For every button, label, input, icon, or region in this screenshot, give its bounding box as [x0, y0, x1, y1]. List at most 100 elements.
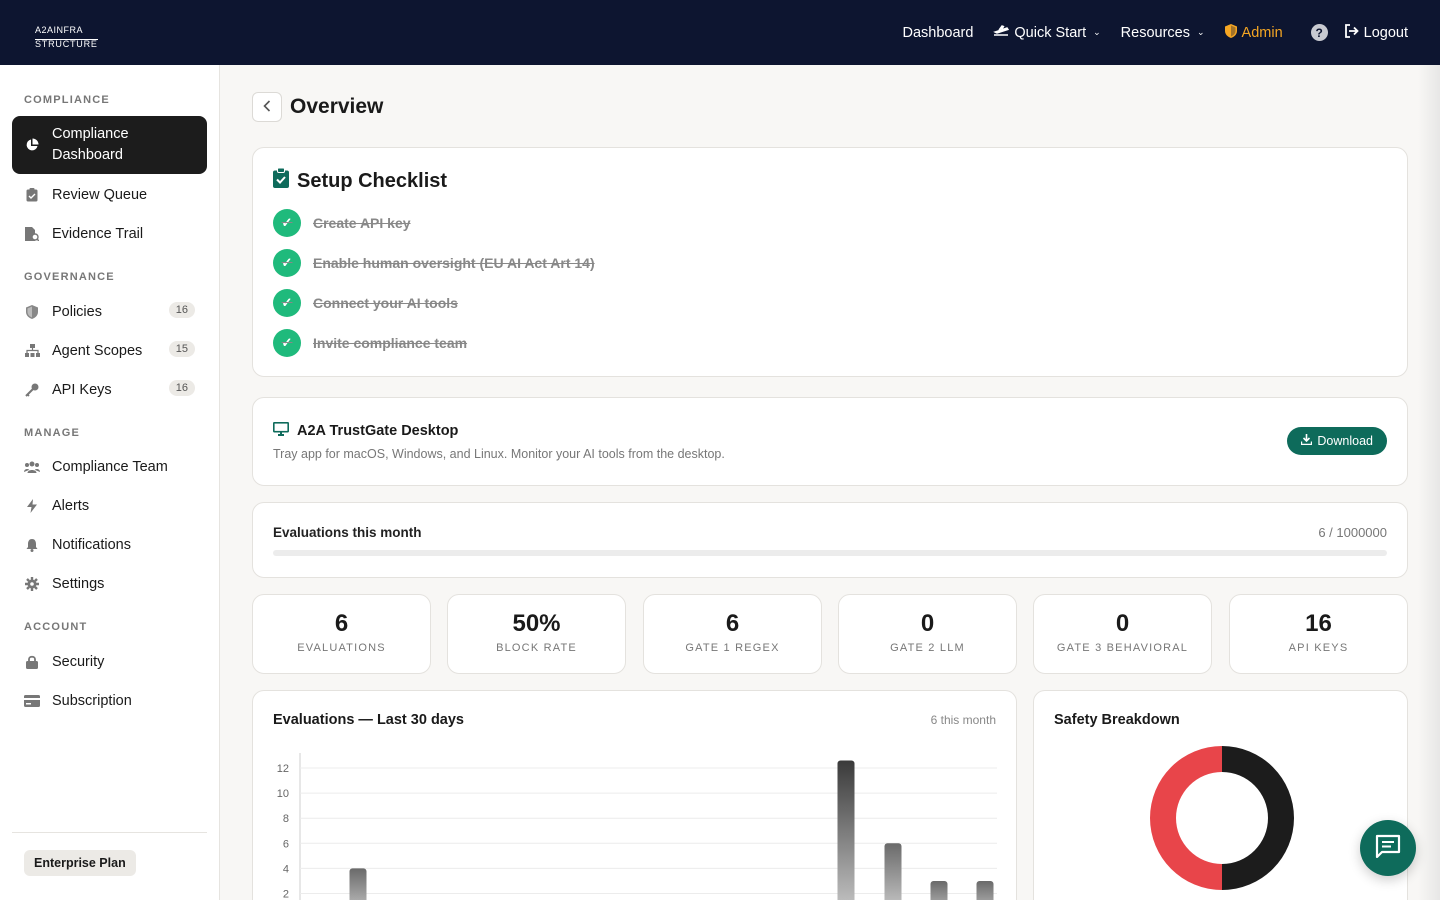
bar[interactable] — [349, 868, 367, 900]
plan-badge: Enterprise Plan — [24, 850, 136, 876]
stat-label: GATE 3 BEHAVIORAL — [1056, 642, 1189, 654]
bar[interactable] — [930, 880, 948, 900]
sidebar-item-label: Compliance Team — [52, 458, 168, 475]
usage-card: Evaluations this month 6 / 1000000 — [252, 502, 1408, 578]
stat-card-evaluations: 6 EVALUATIONS — [252, 594, 431, 674]
donut-slice[interactable] — [1222, 746, 1294, 890]
top-navbar: A2AINFRA STRUCTURE Dashboard Quick Start… — [0, 0, 1440, 65]
evaluations-chart-card: Evaluations — Last 30 days 6 this month … — [252, 690, 1017, 900]
section-title-account: ACCOUNT — [24, 621, 88, 633]
sidebar-item-label: Compliance Dashboard — [52, 126, 129, 163]
desktop-app-subtitle: Tray app for macOS, Windows, and Linux. … — [273, 447, 725, 461]
y-tick-label: 12 — [277, 763, 289, 775]
checklist-title-text: Setup Checklist — [297, 169, 448, 192]
stat-value: 6 — [334, 610, 349, 637]
bell-icon — [24, 537, 40, 553]
stat-value: 16 — [1305, 610, 1332, 637]
sidebar-item-notifications[interactable]: Notifications — [12, 525, 207, 564]
sidebar-item-label: Evidence Trail — [52, 225, 144, 242]
sidebar-item-settings[interactable]: Settings — [12, 564, 207, 603]
sidebar-item-label: Agent Scopes — [52, 342, 143, 359]
section-title-manage: MANAGE — [24, 427, 81, 439]
bar[interactable] — [837, 760, 855, 900]
download-icon — [1301, 434, 1313, 448]
sidebar-item-alerts[interactable]: Alerts — [12, 486, 207, 525]
key-icon — [24, 382, 40, 398]
chart-title: Evaluations — Last 30 days — [273, 712, 464, 728]
checklist-item: ✓ Enable human oversight (EU AI Act Art … — [273, 249, 595, 277]
stat-label: GATE 2 LLM — [890, 642, 965, 654]
sidebar-item-policies[interactable]: Policies 16 — [12, 292, 207, 331]
page-title: Overview — [290, 95, 384, 118]
stat-label: EVALUATIONS — [297, 642, 386, 654]
nav-logout-label: Logout — [1363, 24, 1408, 41]
brand-logo[interactable]: A2AINFRA STRUCTURE — [35, 21, 98, 51]
nav-resources[interactable]: Resources ⌄ — [1121, 25, 1205, 41]
checklist-item: ✓ Invite compliance team — [273, 329, 467, 357]
chat-button[interactable] — [1360, 820, 1416, 876]
sidebar-item-security[interactable]: Security — [12, 642, 207, 681]
usage-value: 6 / 1000000 — [1318, 525, 1387, 540]
file-search-icon — [24, 226, 40, 242]
stat-label: BLOCK RATE — [496, 642, 577, 654]
sidebar-item-label: Notifications — [52, 536, 131, 553]
chevron-down-icon: ⌄ — [1093, 27, 1101, 37]
checklist-item-label: Invite compliance team — [313, 335, 468, 351]
checklist-item: ✓ Connect your AI tools — [273, 289, 458, 317]
stat-value: 0 — [1115, 610, 1130, 637]
users-icon — [24, 459, 40, 475]
shield-icon — [1224, 23, 1237, 42]
check-icon: ✓ — [273, 289, 301, 317]
nav-dashboard[interactable]: Dashboard — [902, 25, 973, 41]
nav-admin[interactable]: Admin — [1224, 23, 1283, 42]
y-tick-label: 8 — [283, 813, 289, 825]
check-icon: ✓ — [273, 249, 301, 277]
bar[interactable] — [884, 843, 902, 900]
stat-card-block-rate: 50% BLOCK RATE — [447, 594, 626, 674]
sidebar-item-subscription[interactable]: Subscription — [12, 681, 207, 720]
back-button[interactable] — [252, 92, 282, 122]
checklist-item-label: Connect your AI tools — [313, 295, 458, 311]
y-tick-label: 2 — [283, 889, 289, 900]
nav-quick-start[interactable]: Quick Start ⌄ — [993, 25, 1101, 41]
stat-value: 0 — [920, 610, 935, 637]
count-badge: 15 — [168, 341, 195, 357]
desktop-app-title-text: A2A TrustGate Desktop — [297, 423, 459, 439]
y-tick-label: 6 — [283, 838, 289, 850]
safety-breakdown-card: Safety Breakdown — [1033, 690, 1408, 900]
sidebar-item-evidence-trail[interactable]: Evidence Trail — [12, 214, 207, 253]
chevron-left-icon — [263, 99, 271, 115]
sidebar-item-compliance-team[interactable]: Compliance Team — [12, 447, 207, 486]
sidebar-item-api-keys[interactable]: API Keys 16 — [12, 370, 207, 409]
bar[interactable] — [976, 880, 994, 900]
logo-text-main: A2A — [35, 25, 54, 35]
stat-value: 6 — [725, 610, 740, 637]
scroll-shadow — [1418, 65, 1440, 900]
logo-text-structure: STRUCTURE — [35, 39, 98, 49]
lock-icon — [24, 654, 40, 670]
desktop-app-title: A2A TrustGate Desktop — [273, 422, 458, 440]
sidebar-item-review-queue[interactable]: Review Queue — [12, 175, 207, 214]
credit-card-icon — [24, 693, 40, 709]
safety-donut-chart — [1150, 746, 1294, 890]
donut-slice[interactable] — [1150, 746, 1222, 890]
sidebar-item-label: Security — [52, 653, 105, 670]
sitemap-icon — [24, 343, 40, 359]
download-button[interactable]: Download — [1287, 427, 1387, 455]
sidebar-item-label: Subscription — [52, 692, 132, 709]
stat-card-gate2: 0 GATE 2 LLM — [838, 594, 1017, 674]
help-icon[interactable]: ? — [1310, 24, 1328, 41]
check-icon: ✓ — [273, 209, 301, 237]
desktop-app-card: A2A TrustGate Desktop Tray app for macOS… — [252, 397, 1408, 486]
count-badge: 16 — [168, 302, 195, 318]
sidebar-item-label: Review Queue — [52, 186, 148, 203]
sidebar-divider — [12, 832, 207, 833]
bolt-icon — [24, 498, 40, 514]
sidebar-item-compliance-dashboard[interactable]: Compliance Dashboard — [12, 116, 207, 174]
stat-label: API KEYS — [1288, 642, 1349, 654]
sidebar-item-agent-scopes[interactable]: Agent Scopes 15 — [12, 331, 207, 370]
y-tick-label: 4 — [283, 863, 289, 875]
shield-icon — [24, 304, 40, 320]
nav-logout[interactable]: Logout — [1344, 23, 1408, 42]
sidebar-item-label: API Keys — [52, 381, 112, 398]
